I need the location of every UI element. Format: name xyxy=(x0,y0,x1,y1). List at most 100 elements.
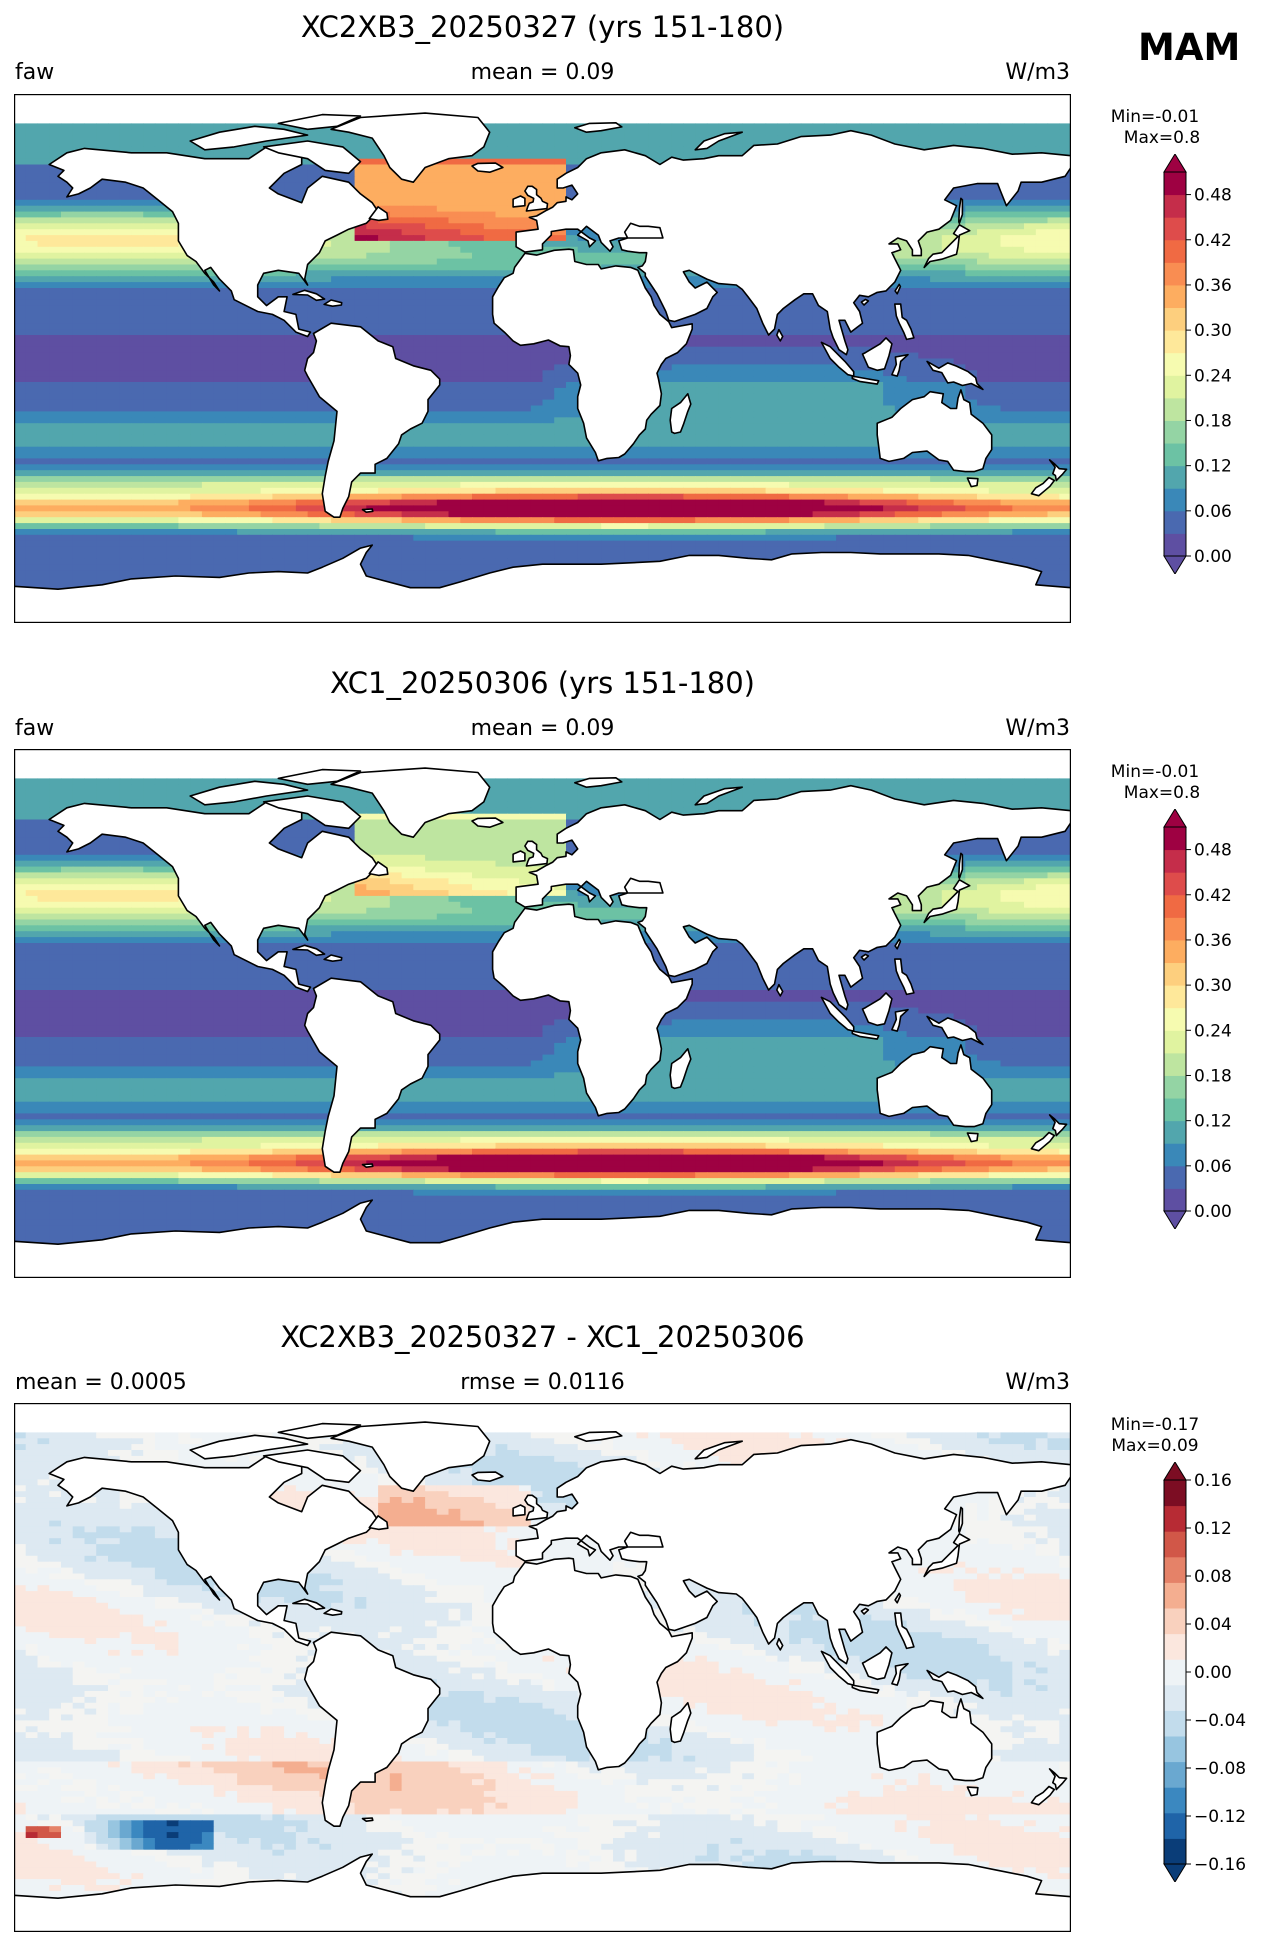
colorbar-tick-label: −0.04 xyxy=(1194,1711,1246,1731)
colorbar-tick-label: 0.36 xyxy=(1194,931,1232,951)
landmass-hainan xyxy=(860,1607,870,1615)
colorbar-segment xyxy=(1164,827,1186,851)
colorbar-extend-max xyxy=(1163,809,1187,828)
panel-2-variable-label: faw xyxy=(15,716,54,741)
landmass-canada-islands1 xyxy=(262,140,362,175)
landmass-sakhalin xyxy=(958,852,964,880)
landmass-newfoundland xyxy=(368,1515,389,1531)
landmass-australia xyxy=(876,1698,993,1782)
landmass-borneo xyxy=(861,1646,893,1681)
landmass-eurasia xyxy=(515,784,1071,1011)
landmass-africa xyxy=(491,903,693,1117)
landmass-britain xyxy=(524,840,549,867)
map-frame xyxy=(14,749,1071,1278)
colorbar-segment xyxy=(1164,262,1186,286)
landmass-iceland xyxy=(471,1471,504,1482)
colorbar-tick-label: 0.12 xyxy=(1194,1519,1232,1539)
colorbar-segment xyxy=(1164,330,1186,354)
landmass-novaya-zemlya xyxy=(694,131,743,151)
colorbar-segment xyxy=(1164,939,1186,964)
landmass-sri-lanka xyxy=(776,1637,784,1651)
landmass-philippines xyxy=(894,303,915,341)
panel-3-mean-label: mean = 0.0005 xyxy=(15,1370,187,1395)
landmass-iceland xyxy=(471,817,504,828)
map-frame xyxy=(14,1403,1071,1932)
landmass-antarctica xyxy=(14,544,1071,623)
landmass-iceland xyxy=(471,162,504,173)
land-masses xyxy=(14,767,1071,1278)
panel-3-stats: Min=-0.17 Max=0.09 xyxy=(1090,1415,1220,1457)
landmass-nz-south xyxy=(1030,1785,1056,1806)
colorbar-extend-min xyxy=(1163,1863,1187,1882)
landmass-taiwan xyxy=(894,1592,902,1604)
colorbar-tick-label: 0.30 xyxy=(1194,321,1232,341)
colorbar-segment xyxy=(1164,1165,1186,1189)
colorbar-tick-label: 0.42 xyxy=(1194,886,1232,906)
colorbar-tick-label: 0.24 xyxy=(1194,366,1232,386)
panel-1-units-label: W/m3 xyxy=(15,60,1070,85)
colorbar-tick-label: 0.16 xyxy=(1194,1471,1232,1491)
colorbar-segment xyxy=(1164,1812,1186,1839)
colorbar-tick-label: 0.00 xyxy=(1194,1202,1232,1222)
landmass-hainan xyxy=(860,298,870,306)
colorbar-tick-label: 0.30 xyxy=(1194,976,1232,996)
landmass-borneo xyxy=(861,992,893,1027)
landmass-north-america xyxy=(48,1452,379,1647)
colorbar-tick-label: 0.08 xyxy=(1194,1567,1232,1587)
landmass-hispaniola xyxy=(323,299,343,307)
colorbar-segment xyxy=(1164,1188,1186,1212)
colorbar-segment xyxy=(1164,465,1186,489)
colorbar-segment xyxy=(1164,397,1186,421)
landmass-java xyxy=(851,375,880,385)
panel-1-colorbar: 0.00 0.06 0.12 0.18 0.24 0.30 0.36 0.42 0.48 xyxy=(1163,154,1232,574)
landmass-canada-islands1 xyxy=(262,1449,362,1484)
landmass-greenland xyxy=(330,1421,491,1492)
landmass-madagascar xyxy=(669,393,692,435)
colorbar-segment xyxy=(1164,1052,1186,1076)
colorbar-segment xyxy=(1164,1838,1186,1865)
landmass-canada-islands2 xyxy=(189,1434,309,1460)
panel-2-mean-label: mean = 0.09 xyxy=(15,716,1070,741)
landmass-sakhalin xyxy=(958,197,964,225)
colorbar-segment xyxy=(1164,1582,1186,1609)
colorbar-segment xyxy=(1164,239,1186,263)
landmass-tasmania xyxy=(966,1132,979,1143)
colorbar-tick-label: 0.06 xyxy=(1194,502,1232,522)
landmass-sulawesi xyxy=(891,1008,909,1032)
landmass-tasmania xyxy=(966,1786,979,1797)
landmass-australia xyxy=(876,389,993,473)
landmass-taiwan xyxy=(894,283,902,295)
landmass-canada-islands2 xyxy=(189,125,309,151)
landmass-canada-islands3 xyxy=(277,113,362,131)
landmass-sulawesi xyxy=(891,1662,909,1686)
landmass-newfoundland xyxy=(368,206,389,222)
landmass-tasmania xyxy=(966,477,979,488)
season-label: MAM xyxy=(1138,26,1240,69)
colorbar-segment xyxy=(1164,352,1186,376)
colorbar-tick-label: 0.48 xyxy=(1194,841,1232,861)
landmass-hispaniola xyxy=(323,1608,343,1616)
colorbar-segment xyxy=(1164,1736,1186,1763)
colorbar-segment xyxy=(1164,1787,1186,1814)
landmass-britain xyxy=(524,1494,549,1521)
landmass-borneo xyxy=(861,337,893,372)
landmass-north-america xyxy=(48,143,379,338)
colorbar-tick-label: 0.04 xyxy=(1194,1615,1232,1635)
colorbar-segment xyxy=(1164,1007,1186,1031)
panel-2-colorbar: 0.00 0.06 0.12 0.18 0.24 0.30 0.36 0.42 0.48 xyxy=(1163,809,1232,1229)
landmass-canada-islands1 xyxy=(262,795,362,830)
landmass-sri-lanka xyxy=(776,983,784,997)
colorbar-segment xyxy=(1164,533,1186,557)
colorbar-segment xyxy=(1164,985,1186,1009)
landmass-japan xyxy=(923,1533,971,1578)
colorbar-extend-min xyxy=(1163,555,1187,574)
panel-1-variable-label: faw xyxy=(15,60,54,85)
colorbar-tick-label: −0.16 xyxy=(1194,1855,1246,1875)
colorbar-tick-label: 0.18 xyxy=(1194,411,1232,431)
landmass-canada-islands3 xyxy=(277,1422,362,1440)
landmass-antarctica xyxy=(14,1853,1071,1932)
panel-2-min: Min=-0.01 xyxy=(1090,762,1220,783)
colorbar-tick-label: 0.24 xyxy=(1194,1021,1232,1041)
colorbar-extend-min xyxy=(1163,1210,1187,1229)
landmass-new-guinea xyxy=(926,360,984,391)
